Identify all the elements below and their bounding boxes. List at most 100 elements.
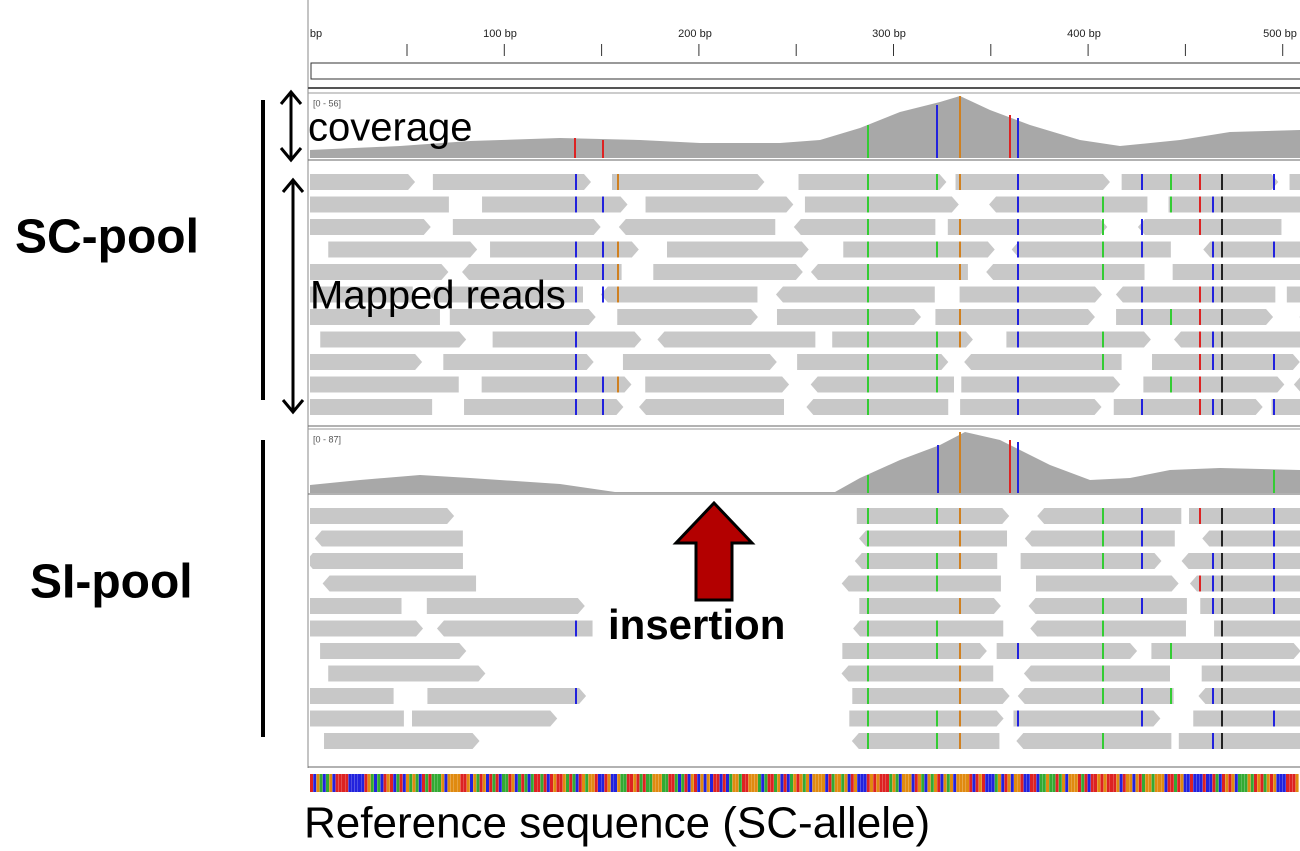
base: [944, 774, 947, 792]
double-arrow: [283, 180, 303, 412]
base: [451, 774, 454, 792]
base: [384, 774, 387, 792]
base: [425, 774, 428, 792]
read: [276, 354, 422, 370]
read: [1152, 354, 1300, 370]
read: [482, 197, 627, 213]
base: [1088, 774, 1091, 792]
base: [716, 774, 719, 792]
base: [499, 774, 502, 792]
read: [855, 553, 997, 569]
read: [320, 332, 466, 348]
read: [427, 598, 585, 614]
base: [460, 774, 463, 792]
base: [588, 774, 591, 792]
reference-strip: [310, 774, 1299, 792]
base: [761, 774, 764, 792]
base: [643, 774, 646, 792]
base: [1017, 774, 1020, 792]
base: [1136, 774, 1139, 792]
base: [982, 774, 985, 792]
base: [1097, 774, 1100, 792]
base: [665, 774, 668, 792]
read: [453, 219, 601, 235]
base: [832, 774, 835, 792]
base: [723, 774, 726, 792]
base: [521, 774, 524, 792]
base: [1036, 774, 1039, 792]
base: [1139, 774, 1142, 792]
base: [1043, 774, 1046, 792]
base: [739, 774, 742, 792]
read: [1294, 377, 1300, 393]
base: [1264, 774, 1267, 792]
base: [1235, 774, 1238, 792]
base: [1260, 774, 1263, 792]
base: [803, 774, 806, 792]
read: [841, 666, 993, 682]
base: [1068, 774, 1071, 792]
base: [467, 774, 470, 792]
read: [1179, 733, 1300, 749]
read: [493, 332, 642, 348]
base: [505, 774, 508, 792]
read: [852, 733, 1000, 749]
base: [1056, 774, 1059, 792]
read: [1151, 643, 1300, 659]
read: [251, 598, 401, 614]
base: [1084, 774, 1087, 792]
base: [1081, 774, 1084, 792]
base: [1113, 774, 1116, 792]
base: [476, 774, 479, 792]
base: [518, 774, 521, 792]
base: [512, 774, 515, 792]
base: [1225, 774, 1228, 792]
base: [1193, 774, 1196, 792]
base: [441, 774, 444, 792]
base: [416, 774, 419, 792]
base: [1132, 774, 1135, 792]
base: [1075, 774, 1078, 792]
read: [1169, 197, 1300, 213]
base: [496, 774, 499, 792]
base: [627, 774, 630, 792]
base: [633, 774, 636, 792]
base: [732, 774, 735, 792]
read: [601, 287, 758, 303]
read: [956, 174, 1110, 190]
base: [320, 774, 323, 792]
base: [342, 774, 345, 792]
read: [1202, 666, 1300, 682]
read: [1036, 576, 1179, 592]
base: [976, 774, 979, 792]
base: [816, 774, 819, 792]
base: [560, 774, 563, 792]
read: [323, 576, 476, 592]
base: [1027, 774, 1030, 792]
base: [838, 774, 841, 792]
read: [1018, 688, 1174, 704]
read: [1287, 287, 1300, 303]
base: [880, 774, 883, 792]
base: [1004, 774, 1007, 792]
base: [720, 774, 723, 792]
base: [726, 774, 729, 792]
read: [1029, 598, 1187, 614]
base: [896, 774, 899, 792]
base: [1283, 774, 1286, 792]
base: [713, 774, 716, 792]
base: [640, 774, 643, 792]
read: [853, 621, 1003, 637]
base: [883, 774, 886, 792]
base: [1244, 774, 1247, 792]
base: [1241, 774, 1244, 792]
base: [787, 774, 790, 792]
base: [892, 774, 895, 792]
read: [296, 197, 449, 213]
base: [857, 774, 860, 792]
base: [768, 774, 771, 792]
base: [780, 774, 783, 792]
page: {"ruler": {"labels": ["bp", "100 bp", "2…: [0, 0, 1300, 851]
read: [1012, 242, 1171, 258]
read: [324, 733, 480, 749]
